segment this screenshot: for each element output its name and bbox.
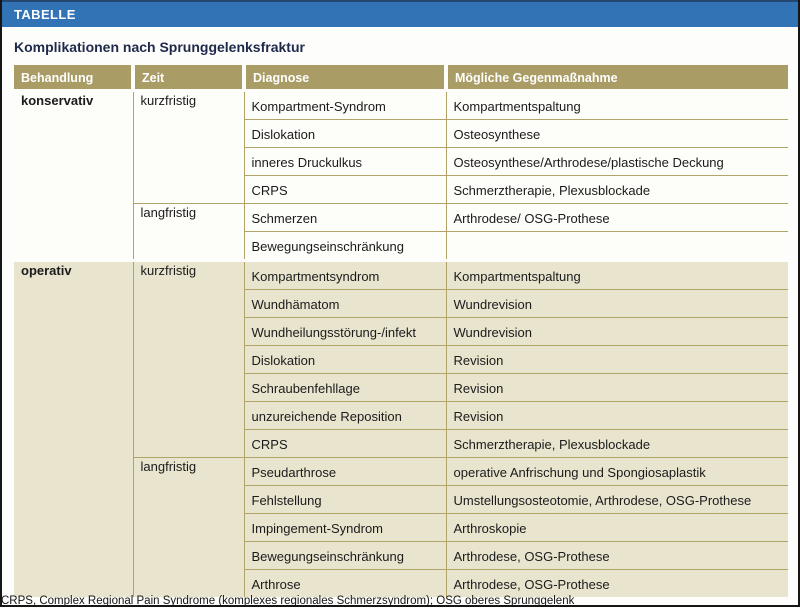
table-sections: konservativ kurzfristig Kompartment-Syndro… [13, 91, 789, 598]
cell-diagnose: Impingement-Syndrom [243, 513, 447, 542]
cell-diagnose: unzureichende Reposition [243, 401, 447, 430]
cell-diagnose: Schraubenfehllage [243, 373, 447, 402]
cell-gegenmassnahme: Schmerztherapie, Plexusblockade [445, 175, 789, 204]
table-row: Wundhämatom Wundrevision [14, 289, 789, 318]
table-bar: TABELLE [2, 0, 798, 27]
cell-gegenmassnahme [445, 231, 789, 260]
cell-diagnose: Dislokation [243, 345, 447, 374]
cell-gegenmassnahme: Arthrodese, OSG-Prothese [445, 569, 789, 598]
cell-diagnose: Dislokation [243, 119, 447, 148]
table-row: Bewegungseinschränkung Arthrodese, OSG-Pr… [14, 541, 789, 570]
column-header: Mögliche Gegenmaßnahme [446, 65, 788, 89]
cell-gegenmassnahme: Wundrevision [445, 289, 789, 318]
cell-diagnose: Schmerzen [243, 203, 447, 232]
table-row: Bewegungseinschränkung [14, 231, 789, 260]
table-row: Arthrose Arthrodese, OSG-Prothese [14, 569, 789, 598]
treatment-section: konservativ kurzfristig Kompartment-Syndro… [13, 91, 789, 260]
cell-zeit: kurzfristig [132, 91, 245, 204]
cell-gegenmassnahme: Revision [445, 401, 789, 430]
cell-diagnose: Bewegungseinschränkung [243, 541, 447, 570]
table-area: Behandlung Zeit Diagnose Mögliche Gegenmaßn… [13, 65, 789, 598]
header-row: Behandlung Zeit Diagnose Mögliche Gegenmaßn… [14, 65, 788, 89]
cell-gegenmassnahme: Umstellungsosteotomie, Arthrodese, OSG-P… [445, 485, 789, 514]
table-row: Schraubenfehllage Revision [14, 373, 789, 402]
cell-gegenmassnahme: Revision [445, 373, 789, 402]
cell-diagnose: Kompartment-Syndrom [243, 91, 447, 120]
cell-zeit: langfristig [132, 203, 245, 260]
table-row: langfristig Schmerzen Arthrodese/ OSG-Prot… [14, 203, 789, 260]
cell-behandlung: operativ [13, 261, 134, 598]
table-row: Dislokation Osteosynthese [14, 119, 789, 148]
table-title: Komplikationen nach Sprunggelenksfraktur [14, 39, 305, 55]
cell-gegenmassnahme: Wundrevision [445, 317, 789, 346]
column-header: Behandlung [14, 65, 135, 89]
column-header-table: Behandlung Zeit Diagnose Mögliche Gegenmaßn… [14, 65, 788, 89]
table-row: CRPS Schmerztherapie, Plexusblockade [14, 175, 789, 204]
cell-gegenmassnahme: Revision [445, 345, 789, 374]
table-row: Dislokation Revision [14, 345, 789, 374]
table-row: CRPS Schmerztherapie, Plexusblockade [14, 429, 789, 458]
table-row: konservativ kurzfristig Kompartment-Syndro… [13, 91, 789, 260]
cell-gegenmassnahme: Osteosynthese/Arthrodese/plastische Deck… [445, 147, 789, 176]
cell-diagnose: CRPS [243, 175, 447, 204]
cell-diagnose: Wundheilungsstörung-/infekt [243, 317, 447, 346]
cell-gegenmassnahme: Arthrodese, OSG-Prothese [445, 541, 789, 570]
cell-diagnose: Pseudarthrose [243, 457, 447, 486]
cell-gegenmassnahme: Kompartmentspaltung [445, 91, 789, 120]
cell-gegenmassnahme: Arthrodese/ OSG-Prothese [445, 203, 789, 232]
table-row: Impingement-Syndrom Arthroskopie [14, 513, 789, 542]
cell-gegenmassnahme: Arthroskopie [445, 513, 789, 542]
cell-diagnose: Kompartmentsyndrom [243, 261, 447, 290]
cell-diagnose: Fehlstellung [243, 485, 447, 514]
footnote: CRPS, Complex Regional Pain Syndrome (ko… [1, 595, 575, 607]
table-row: operativ kurzfristig Kompartmentsyndrom Kom… [13, 261, 789, 598]
cell-behandlung: konservativ [13, 91, 134, 260]
cell-gegenmassnahme: operative Anfrischung und Spongiosaplast… [445, 457, 789, 486]
treatment-section: operativ kurzfristig Kompartmentsyndrom Kom… [13, 261, 789, 598]
cell-gegenmassnahme: Kompartmentspaltung [445, 261, 789, 290]
table-row: langfristig Pseudarthrose operative Anfris… [14, 457, 789, 598]
cell-diagnose: inneres Druckulkus [243, 147, 447, 176]
column-header: Zeit [133, 65, 246, 89]
cell-zeit: langfristig [132, 457, 245, 598]
table-bar-label: TABELLE [14, 6, 76, 22]
table-row: inneres Druckulkus Osteosynthese/Arthrode… [14, 147, 789, 176]
cell-diagnose: CRPS [243, 429, 447, 458]
cell-gegenmassnahme: Schmerztherapie, Plexusblockade [445, 429, 789, 458]
cell-diagnose: Bewegungseinschränkung [243, 231, 447, 260]
cell-gegenmassnahme: Osteosynthese [445, 119, 789, 148]
column-header: Diagnose [244, 65, 448, 89]
table-row: Fehlstellung Umstellungsosteotomie, Arthr… [14, 485, 789, 514]
cell-zeit: kurzfristig [132, 261, 245, 458]
cell-diagnose: Wundhämatom [243, 289, 447, 318]
cell-diagnose: Arthrose [243, 569, 447, 598]
